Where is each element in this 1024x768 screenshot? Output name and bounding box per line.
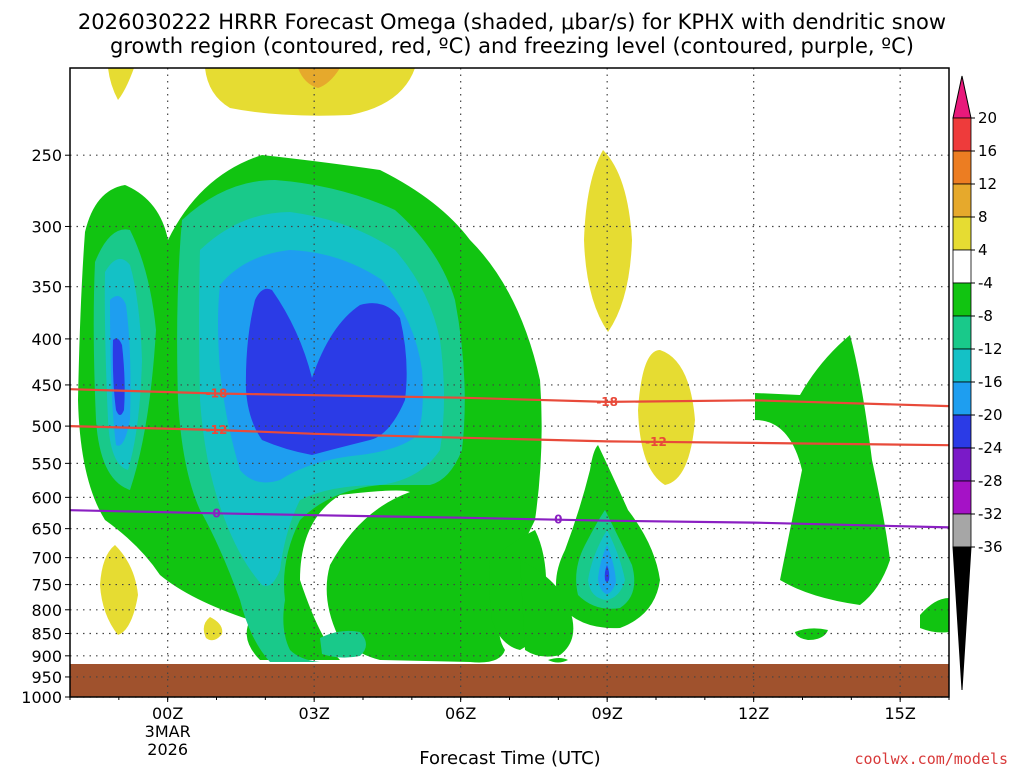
sinking-09z-minus20 <box>604 565 610 582</box>
x-tick-label: 12Z <box>738 704 769 723</box>
colorbar-bottom-arrow <box>952 546 972 691</box>
sinking-mid-low <box>548 658 568 663</box>
contour-label: -18 <box>596 395 618 409</box>
contour-line <box>69 509 950 529</box>
contour-label: -18 <box>206 387 228 401</box>
colorbar-label: -24 <box>978 439 1003 457</box>
y-tick-label: 450 <box>31 376 62 395</box>
y-tick-label: 800 <box>31 601 62 620</box>
colorbar-segment <box>952 315 972 350</box>
colorbar-segment <box>952 381 972 416</box>
colorbar-label: -32 <box>978 505 1003 523</box>
colorbar-label: -4 <box>978 274 993 292</box>
x-tick-label: 03Z <box>299 704 330 723</box>
colorbar-label: -16 <box>978 373 1003 391</box>
y-tick-label: 1000 <box>21 688 62 707</box>
colorbar-label: -8 <box>978 307 993 325</box>
colorbar-label: 8 <box>978 208 988 226</box>
colorbar-segment <box>952 282 972 317</box>
rising-top-left <box>108 68 134 100</box>
terrain-below-ground <box>70 664 949 697</box>
shaded-field <box>70 68 949 697</box>
chart-title-line1: 2026030222 HRRR Forecast Omega (shaded, … <box>78 10 946 34</box>
contour-label: 0 <box>212 506 220 520</box>
colorbar-top-arrow <box>952 75 972 119</box>
colorbar: 20 16 12 8 4 -4 -8 -12 -16 -20 -24 -28 -32 -36 <box>952 75 1003 691</box>
contour-label: -12 <box>206 423 228 437</box>
colorbar-segment <box>952 249 972 284</box>
colorbar-label: 20 <box>978 109 997 127</box>
y-tick-label: 750 <box>31 576 62 595</box>
colorbar-segment <box>952 216 972 251</box>
y-tick-label: 500 <box>31 417 62 436</box>
y-tick-label: 900 <box>31 647 62 666</box>
credit-text: coolwx.com/models <box>854 750 1008 768</box>
colorbar-label: 12 <box>978 175 997 193</box>
rising-mid-09z <box>584 150 632 332</box>
sinking-right-minus4 <box>755 335 890 605</box>
y-tick-label: 250 <box>31 146 62 165</box>
y-tick-label: 950 <box>31 668 62 687</box>
y-axis: 250 300 350 400 450 500 550 600 650 700 750 800 850 9… <box>21 146 70 707</box>
sinking-right-low <box>795 628 828 640</box>
x-tick-label: 06Z <box>445 704 476 723</box>
colorbar-segment <box>952 183 972 218</box>
rising-top-center <box>205 68 415 116</box>
rising-top-max <box>298 68 340 88</box>
x-tick-label: 00Z <box>152 704 183 723</box>
colorbar-label: -28 <box>978 472 1003 490</box>
sinking-right-edge <box>920 598 949 633</box>
colorbar-label: -12 <box>978 340 1003 358</box>
rising-low-01z <box>203 617 223 641</box>
contour-line <box>69 425 950 447</box>
x-tick-label: 15Z <box>885 704 916 723</box>
x-axis-title: Forecast Time (UTC) <box>419 748 600 768</box>
y-tick-label: 350 <box>31 278 62 297</box>
colorbar-label: -36 <box>978 538 1003 556</box>
colorbar-segment <box>952 117 972 152</box>
y-tick-label: 650 <box>31 520 62 539</box>
colorbar-label: 4 <box>978 241 988 259</box>
rising-low-left <box>100 545 138 635</box>
colorbar-label: -20 <box>978 406 1003 424</box>
y-tick-label: 550 <box>31 454 62 473</box>
y-tick-label: 400 <box>31 330 62 349</box>
contour-line <box>69 388 950 408</box>
chart-title-line2: growth region (contoured, red, ºC) and f… <box>110 34 914 58</box>
x-tick-date: 3MAR <box>145 722 191 741</box>
x-tick-year: 2026 <box>147 740 188 759</box>
colorbar-segment <box>952 348 972 383</box>
y-tick-label: 300 <box>31 217 62 236</box>
colorbar-segment <box>952 150 972 185</box>
sinking-0730z-lower <box>520 560 574 657</box>
colorbar-label: 16 <box>978 142 997 160</box>
sinking-minus20 <box>112 288 407 455</box>
x-tick-label: 09Z <box>592 704 623 723</box>
colorbar-segment <box>952 414 972 449</box>
contour-lines: -18 -18 -12 -12 0 0 <box>69 387 950 529</box>
y-tick-label: 600 <box>31 488 62 507</box>
rising-mid-10z <box>638 350 695 485</box>
contour-label: 0 <box>554 513 562 527</box>
colorbar-segment <box>952 480 972 515</box>
colorbar-segment <box>952 447 972 482</box>
colorbar-segment <box>952 513 972 548</box>
contour-label: -12 <box>645 435 667 449</box>
y-tick-label: 850 <box>31 624 62 643</box>
gridlines <box>70 68 949 698</box>
y-tick-label: 700 <box>31 549 62 568</box>
